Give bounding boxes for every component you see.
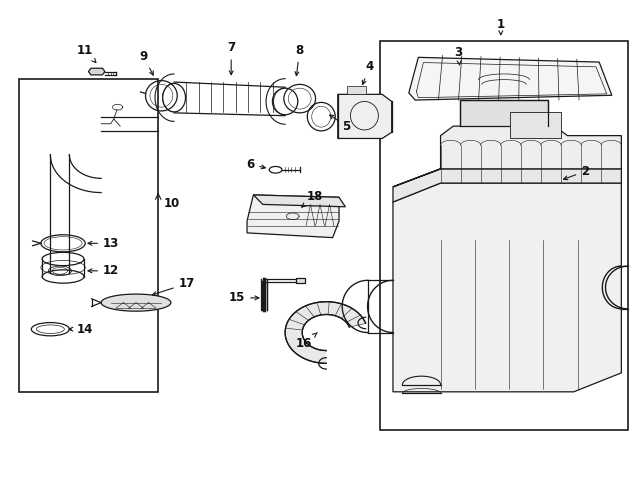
- Text: 4: 4: [362, 60, 374, 84]
- Bar: [510, 112, 561, 138]
- Text: 3: 3: [454, 46, 462, 65]
- Bar: [348, 86, 366, 95]
- Text: 2: 2: [564, 165, 589, 180]
- Bar: [19, 79, 158, 392]
- Bar: [380, 41, 628, 430]
- Text: 16: 16: [296, 333, 317, 350]
- Text: 10: 10: [163, 197, 180, 210]
- Text: 12: 12: [88, 264, 119, 277]
- Text: 14: 14: [69, 323, 93, 336]
- Text: 17: 17: [152, 277, 195, 295]
- Polygon shape: [393, 183, 621, 392]
- Text: 9: 9: [140, 50, 153, 75]
- Polygon shape: [393, 169, 621, 202]
- Text: 13: 13: [88, 237, 119, 250]
- Text: 18: 18: [301, 190, 323, 207]
- Polygon shape: [393, 126, 621, 187]
- Text: 5: 5: [330, 115, 351, 132]
- Polygon shape: [338, 95, 392, 138]
- Text: 6: 6: [246, 157, 266, 170]
- Text: 7: 7: [227, 41, 236, 75]
- Text: 11: 11: [77, 44, 96, 62]
- Polygon shape: [285, 301, 365, 363]
- Bar: [296, 278, 305, 283]
- Text: 15: 15: [228, 291, 259, 304]
- Polygon shape: [247, 195, 339, 238]
- Polygon shape: [253, 195, 346, 207]
- Polygon shape: [409, 57, 612, 100]
- Text: 8: 8: [295, 44, 304, 76]
- Polygon shape: [88, 68, 105, 75]
- Text: 1: 1: [497, 18, 505, 35]
- Polygon shape: [460, 100, 548, 126]
- Polygon shape: [101, 294, 171, 311]
